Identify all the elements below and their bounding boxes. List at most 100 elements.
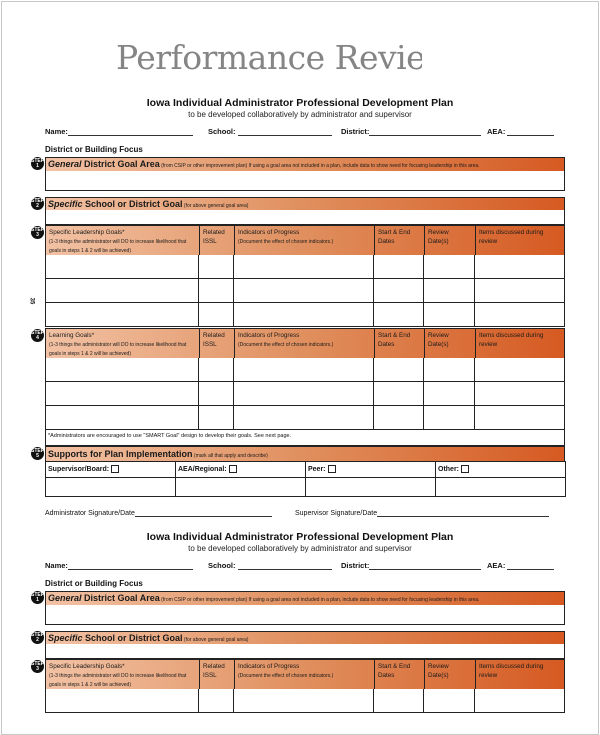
step-number: 2 — [36, 202, 39, 209]
table-cell-divider — [423, 303, 424, 326]
step-badge: STEP 2 — [31, 197, 44, 210]
step-word: STEP — [31, 660, 45, 667]
step5-note: (mark all that apply and describe) — [192, 453, 268, 459]
table-cell-divider — [423, 382, 424, 405]
step-number: 3 — [36, 231, 39, 238]
step1-header: General District Goal Area (from CSIP or… — [45, 157, 565, 172]
step-number: 5 — [36, 452, 39, 459]
table-cell-divider — [474, 255, 475, 278]
aea-field[interactable]: AEA: — [487, 127, 555, 136]
support-option[interactable]: Supervisor/Board: — [45, 461, 176, 478]
name-field[interactable]: Name: — [45, 127, 193, 136]
col-indicators-note: (Document the effect of chosen indicator… — [238, 342, 334, 348]
step3-goals-header: Specific Leadership Goals* (1-3 things th… — [45, 659, 565, 690]
step2-input[interactable] — [45, 644, 565, 659]
aea-field[interactable]: AEA: — [487, 561, 555, 570]
district-field[interactable]: District: — [341, 561, 482, 570]
table-cell-divider — [198, 689, 199, 712]
col-start-end-dates: Start & End Dates — [374, 226, 424, 255]
step-number: 2 — [36, 636, 39, 643]
step1-italic: General — [48, 159, 82, 169]
support-option[interactable]: Other: — [435, 461, 566, 478]
goal-title: Specific Leadership Goals* — [49, 663, 125, 670]
col-start-end-dates: Start & End Dates — [374, 329, 424, 358]
table-cell-divider — [233, 279, 234, 302]
name-field[interactable]: Name: — [45, 561, 193, 570]
col-review-dates: Review Date(s) — [424, 226, 475, 255]
step2-input[interactable] — [45, 210, 565, 225]
table-cell-divider — [373, 382, 374, 405]
smart-goal-note: *Administrators are encouraged to use "S… — [45, 430, 565, 446]
school-label: School: — [208, 127, 236, 136]
support-checkbox[interactable] — [111, 465, 120, 473]
goal-table-row — [45, 382, 565, 406]
step2-italic: Specific — [48, 633, 83, 643]
step1-header: General District Goal Area (from CSIP or… — [45, 591, 565, 606]
admin-signature-label: Administrator Signature/Date — [45, 510, 135, 517]
table-cell-divider — [474, 689, 475, 712]
school-field[interactable]: School: — [208, 561, 332, 570]
support-checkbox[interactable] — [228, 465, 237, 473]
step-word: STEP — [31, 447, 45, 454]
goal-table-row — [45, 279, 565, 303]
step-word: STEP — [31, 591, 45, 598]
support-option[interactable]: AEA/Regional: — [175, 461, 306, 478]
table-cell-divider — [198, 279, 199, 302]
step-word: STEP — [31, 197, 45, 204]
district-label: District: — [341, 561, 370, 570]
table-cell-divider — [423, 689, 424, 712]
col-indicators: Indicators of Progress — [238, 663, 300, 670]
table-cell-divider — [233, 358, 234, 381]
table-cell-divider — [233, 303, 234, 326]
support-option[interactable]: Peer: — [305, 461, 436, 478]
col-items-discussed: Items discussed during review — [475, 660, 564, 689]
step1-title: District Goal Area — [81, 159, 160, 169]
table-cell-divider — [474, 382, 475, 405]
support-description[interactable] — [435, 477, 566, 497]
goal-table-row — [45, 406, 565, 430]
step2-note: (for above general goal area) — [182, 203, 249, 209]
table-cell-divider — [423, 279, 424, 302]
step1-input[interactable] — [45, 605, 565, 625]
goal-note: (1-3 things the administrator will DO to… — [49, 673, 187, 688]
step-badge: STEP 4 — [31, 329, 44, 342]
table-cell-divider — [423, 406, 424, 429]
table-cell-divider — [423, 358, 424, 381]
goal-title: Specific Leadership Goals* — [49, 229, 125, 236]
col-items-discussed: Items discussed during review — [475, 226, 564, 255]
step3-goals-header: Specific Leadership Goals* (1-3 things th… — [45, 225, 565, 256]
step-badge: STEP 1 — [31, 157, 44, 170]
support-description[interactable] — [45, 477, 176, 497]
support-description[interactable] — [175, 477, 306, 497]
col-indicators: Indicators of Progress — [238, 229, 300, 236]
step-badge: STEP 3 — [31, 226, 44, 239]
step2-italic: Specific — [48, 199, 83, 209]
step-badge: STEP 2 — [31, 631, 44, 644]
col-indicators: Indicators of Progress — [238, 332, 300, 339]
goal-table-row — [45, 303, 565, 327]
support-checkbox[interactable] — [327, 465, 336, 473]
support-description[interactable] — [305, 477, 436, 497]
school-field[interactable]: School: — [208, 127, 332, 136]
support-checkbox[interactable] — [461, 465, 469, 473]
table-cell-divider — [233, 382, 234, 405]
step1-input[interactable] — [45, 171, 565, 191]
table-cell-divider — [198, 382, 199, 405]
district-label: District: — [341, 127, 370, 136]
name-label: Name: — [45, 127, 68, 136]
support-label: Peer: — [308, 465, 326, 473]
col-related-issl: Related ISSL — [199, 329, 234, 358]
table-cell-divider — [373, 255, 374, 278]
step-number: 1 — [36, 596, 39, 603]
aea-label: AEA: — [487, 127, 506, 136]
table-cell-divider — [474, 358, 475, 381]
district-field[interactable]: District: — [341, 127, 482, 136]
col-items-discussed: Items discussed during review — [475, 329, 564, 358]
col-review-dates: Review Date(s) — [424, 660, 475, 689]
step-word: STEP — [31, 157, 45, 164]
table-cell-divider — [233, 255, 234, 278]
admin-signature[interactable]: Administrator Signature/Date — [45, 510, 272, 517]
table-cell-divider — [373, 689, 374, 712]
step-number: 1 — [36, 162, 39, 169]
supervisor-signature[interactable]: Supervisor Signature/Date — [295, 510, 550, 517]
